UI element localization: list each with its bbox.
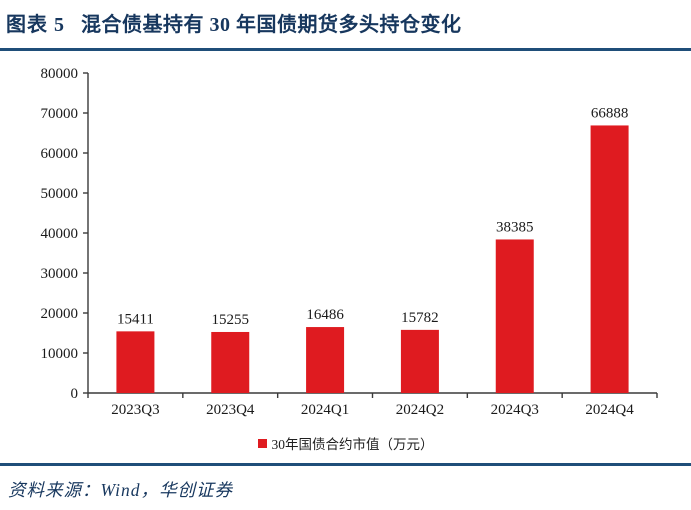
bar-value-label: 15782 [401,310,439,326]
chart-svg: 0 10000 20000 30000 40000 50000 60000 70000 8000… [41,66,658,418]
x-tick-label: 2024Q4 [585,402,634,418]
bar-value-label: 15411 [117,311,154,327]
bar [116,331,155,393]
bar [400,329,439,393]
legend-square-icon [257,438,267,448]
bar-chart: 0 10000 20000 30000 40000 50000 60000 70000 8000… [0,51,691,423]
bar-value-label: 15255 [212,312,250,328]
bar [306,327,345,393]
bar [590,125,629,393]
bar [495,239,534,393]
x-tick-label: 2023Q4 [206,402,255,418]
figure-title-row: 图表 5 混合债基持有 30 年国债期货多头持仓变化 [0,0,691,40]
figure-title: 混合债基持有 30 年国债期货多头持仓变化 [81,14,462,36]
y-tick-label: 10000 [41,346,79,362]
y-tick-label: 50000 [41,186,79,202]
bar-value-label: 16486 [306,307,344,323]
x-tick-label: 2024Q2 [396,402,444,418]
x-tick-label: 2023Q3 [111,402,159,418]
title-divider-rule [0,48,691,51]
y-tick-label: 70000 [41,106,79,122]
y-tick-label: 30000 [41,266,79,282]
y-tick-label: 20000 [41,306,79,322]
chart-legend: 30年国债合约市值（万元） [0,423,691,463]
x-tick-label: 2024Q1 [301,402,349,418]
y-tick-label: 40000 [41,226,79,242]
legend-label: 30年国债合约市值（万元） [271,437,434,452]
bar [211,331,250,393]
bar-value-label: 66888 [591,105,629,121]
x-tick-label: 2024Q3 [491,402,539,418]
footer-divider-rule [0,463,691,466]
bar-value-label: 38385 [496,219,534,235]
y-tick-label: 80000 [41,66,79,82]
source-note: 资料来源：Wind，华创证券 [8,480,233,500]
figure-label: 图表 5 [6,14,65,36]
y-tick-label: 60000 [41,146,79,162]
y-tick-label: 0 [71,386,79,402]
